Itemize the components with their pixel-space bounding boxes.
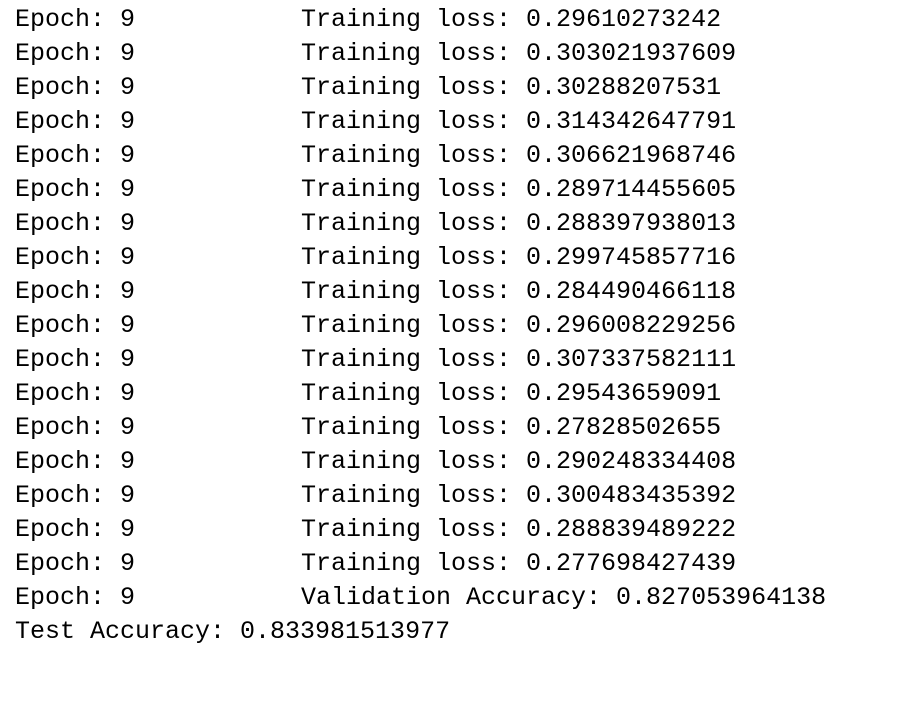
test-accuracy-text: Test Accuracy: 0.833981513977	[15, 617, 451, 646]
training-loss-text: Training loss: 0.30288207531	[301, 73, 722, 102]
epoch-label: Epoch: 9	[15, 413, 136, 442]
epoch-label: Epoch: 9	[15, 515, 136, 544]
training-loss-text: Training loss: 0.300483435392	[301, 481, 737, 510]
terminal-output: Epoch: 9 Training loss: 0.29610273242 Ep…	[15, 3, 900, 648]
training-loss-text: Training loss: 0.27828502655	[301, 413, 722, 442]
log-line: Epoch: 9 Training loss: 0.307337582111	[15, 343, 900, 377]
training-loss-text: Training loss: 0.284490466118	[301, 277, 737, 306]
training-loss-text: Training loss: 0.290248334408	[301, 447, 737, 476]
training-loss-text: Training loss: 0.296008229256	[301, 311, 737, 340]
log-line: Epoch: 9 Training loss: 0.314342647791	[15, 105, 900, 139]
epoch-label: Epoch: 9	[15, 209, 136, 238]
log-line: Epoch: 9 Training loss: 0.299745857716	[15, 241, 900, 275]
training-loss-text: Training loss: 0.29610273242	[301, 5, 722, 34]
log-line: Epoch: 9 Training loss: 0.30288207531	[15, 71, 900, 105]
log-line: Epoch: 9 Training loss: 0.303021937609	[15, 37, 900, 71]
epoch-label: Epoch: 9	[15, 447, 136, 476]
epoch-label: Epoch: 9	[15, 73, 136, 102]
training-loss-text: Training loss: 0.277698427439	[301, 549, 737, 578]
epoch-label: Epoch: 9	[15, 5, 136, 34]
log-line: Epoch: 9 Training loss: 0.29610273242	[15, 3, 900, 37]
epoch-label: Epoch: 9	[15, 243, 136, 272]
training-loss-text: Training loss: 0.289714455605	[301, 175, 737, 204]
validation-accuracy-text: Validation Accuracy: 0.827053964138	[301, 583, 827, 612]
epoch-label: Epoch: 9	[15, 277, 136, 306]
epoch-label: Epoch: 9	[15, 379, 136, 408]
epoch-label: Epoch: 9	[15, 583, 136, 612]
training-loss-text: Training loss: 0.306621968746	[301, 141, 737, 170]
training-loss-text: Training loss: 0.314342647791	[301, 107, 737, 136]
log-line: Epoch: 9 Training loss: 0.306621968746	[15, 139, 900, 173]
training-loss-text: Training loss: 0.288397938013	[301, 209, 737, 238]
epoch-label: Epoch: 9	[15, 39, 136, 68]
test-accuracy-line: Test Accuracy: 0.833981513977	[15, 615, 900, 649]
log-line: Epoch: 9 Training loss: 0.277698427439	[15, 547, 900, 581]
epoch-label: Epoch: 9	[15, 481, 136, 510]
epoch-label: Epoch: 9	[15, 175, 136, 204]
training-loss-text: Training loss: 0.299745857716	[301, 243, 737, 272]
log-line: Epoch: 9 Training loss: 0.29543659091	[15, 377, 900, 411]
log-line: Epoch: 9 Training loss: 0.296008229256	[15, 309, 900, 343]
training-loss-text: Training loss: 0.303021937609	[301, 39, 737, 68]
training-loss-text: Training loss: 0.307337582111	[301, 345, 737, 374]
log-line: Epoch: 9 Training loss: 0.288397938013	[15, 207, 900, 241]
log-line: Epoch: 9 Training loss: 0.27828502655	[15, 411, 900, 445]
epoch-label: Epoch: 9	[15, 345, 136, 374]
log-line: Epoch: 9 Training loss: 0.290248334408	[15, 445, 900, 479]
training-loss-text: Training loss: 0.288839489222	[301, 515, 737, 544]
epoch-label: Epoch: 9	[15, 311, 136, 340]
log-line: Epoch: 9 Training loss: 0.300483435392	[15, 479, 900, 513]
log-line: Epoch: 9 Training loss: 0.289714455605	[15, 173, 900, 207]
log-line: Epoch: 9 Training loss: 0.288839489222	[15, 513, 900, 547]
epoch-label: Epoch: 9	[15, 549, 136, 578]
log-line: Epoch: 9 Training loss: 0.284490466118	[15, 275, 900, 309]
epoch-label: Epoch: 9	[15, 141, 136, 170]
training-loss-text: Training loss: 0.29543659091	[301, 379, 722, 408]
epoch-label: Epoch: 9	[15, 107, 136, 136]
log-line: Epoch: 9 Validation Accuracy: 0.82705396…	[15, 581, 900, 615]
